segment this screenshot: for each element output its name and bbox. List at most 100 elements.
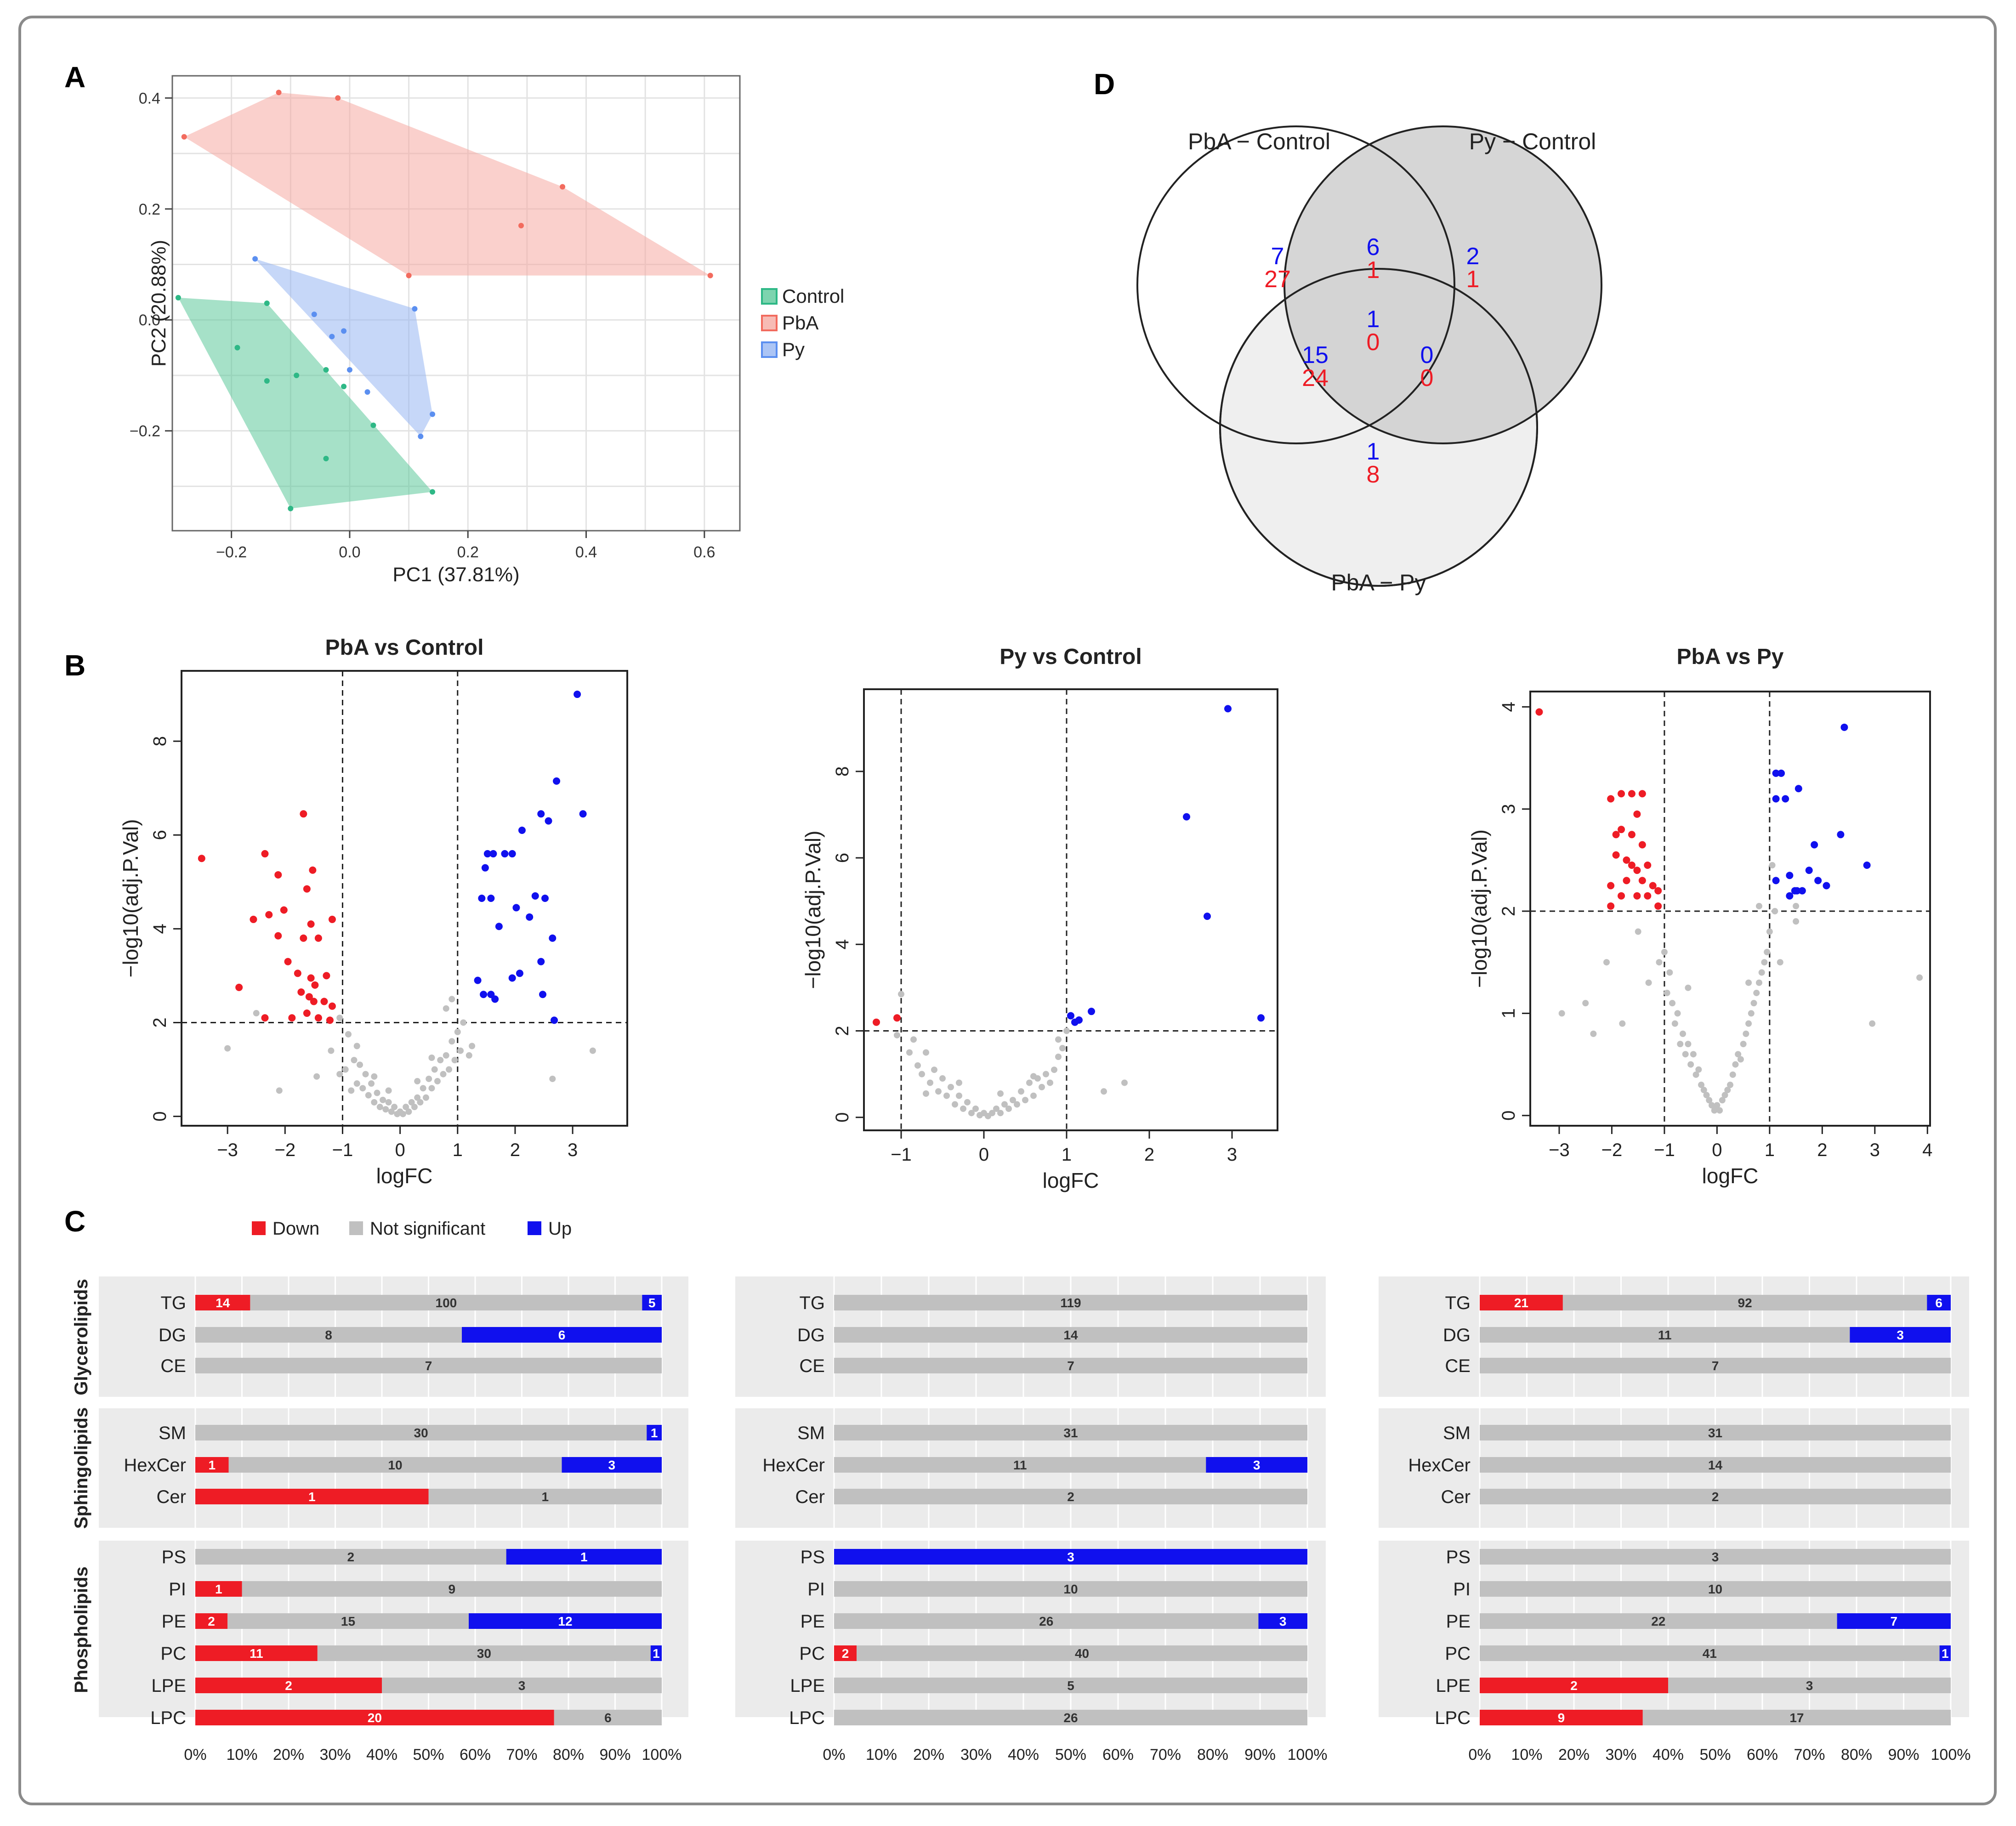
bar-segment-up [642,1295,662,1310]
volcano-point-not-significant [371,1099,378,1106]
bar-legend-label-up: Up [548,1219,572,1239]
volcano-point-down [1618,826,1625,834]
bar-segment-value: 3 [1712,1550,1719,1564]
volcano-point-not-significant [1737,1056,1744,1063]
volcano-point-up [1798,887,1806,895]
bar-segment-ns [1642,1710,1951,1725]
volcano-point-up [1863,862,1871,869]
bar-segment-ns [195,1549,506,1565]
volcano-point-not-significant [972,1105,979,1112]
bar-segment-up [1927,1295,1951,1310]
bar-row-label: PI [169,1579,186,1599]
volcano-point-down [235,983,243,991]
volcano-point-not-significant [353,1043,360,1049]
bar-segment-value: 2 [1570,1679,1578,1693]
volcano-xtick-label: 2 [510,1140,520,1160]
bar-segment-ns [227,1613,469,1629]
pca-xtick-label: −0.2 [216,544,247,561]
volcano-point-up [491,995,499,1003]
bar-segment-value: 15 [341,1614,355,1628]
volcano-point-not-significant [1022,1097,1028,1104]
volcano-ytick-label: 2 [832,1026,852,1036]
bar-row-label: LPC [789,1708,825,1728]
bar-segment-value: 12 [558,1614,572,1628]
volcano-point-up [495,923,503,930]
panel-label-a: A [64,61,85,94]
volcano-point-down [1607,902,1615,910]
volcano-point-not-significant [1661,949,1668,955]
bar-segment-value: 11 [1658,1328,1672,1342]
venn-region-up-count: 7 [1271,243,1284,270]
volcano-point-down [320,998,328,1005]
volcano-point-not-significant [956,1092,962,1099]
volcano-point-not-significant [1666,969,1673,976]
volcano-point-not-significant [1916,974,1923,981]
bar-row-label: SM [159,1423,186,1443]
volcano-point-not-significant [385,1087,392,1094]
pca-ytick-label: −0.2 [130,423,160,440]
volcano-plot-3: PbA vs Py −3 −2 −1 0 1 2 3 4 0 1 2 3 4 logFC −log10(adj… [1467,645,1932,1188]
bar-segment-down [195,1678,382,1693]
volcano-point-up [1805,867,1813,874]
volcano-point-not-significant [939,1075,946,1082]
volcano-point-not-significant [1793,918,1800,925]
pca-point-control [430,489,436,495]
volcano-point-not-significant [399,1111,406,1117]
bar-segment-value: 30 [414,1426,428,1440]
volcano-point-up [553,777,561,785]
pca-point-pba [518,222,524,228]
pca-x-axis-title: PC1 (37.81%) [392,563,519,586]
bar-chart-2: 0% 10% 20% 30% 40% 50% 60% 70% 80% 90% 100% TG 119 DG… [735,1276,1327,1764]
volcano-point-not-significant [368,1080,375,1087]
pca-ytick-label: 0.2 [139,201,160,218]
volcano-point-not-significant [403,1104,409,1111]
volcano-point-down [1535,708,1543,716]
bar-segment-down [834,1645,857,1661]
volcano-point-not-significant [1582,1000,1589,1007]
volcano-point-not-significant [1766,928,1773,935]
volcano-point-not-significant [466,1052,472,1059]
bar-segment-value: 1 [208,1458,216,1472]
bar-segment-up [1206,1457,1307,1473]
pca-xtick-label: 0.0 [339,544,360,561]
volcano-point-not-significant [1740,1041,1747,1048]
volcano-point-up [1257,1014,1265,1022]
pca-point-control [288,505,294,511]
venn-label-pba-py: PbA − Py [1331,570,1426,595]
volcano-xtick-label: 0 [1712,1140,1722,1160]
volcano-xtick-label: −2 [274,1140,295,1160]
volcano-point-not-significant [1724,1087,1731,1094]
bar-segment-value: 6 [604,1711,612,1725]
volcano-point-not-significant [1043,1071,1049,1077]
volcano-point-not-significant [923,1049,929,1056]
bar-xtick-label: 70% [506,1746,537,1764]
bar-segment-up [506,1549,662,1565]
volcano-point-up [483,850,491,858]
pca-ytick-label: 0.0 [139,312,160,329]
volcano-point-not-significant [1055,1036,1062,1043]
bar-segment-ns [834,1489,1307,1504]
volcano-point-not-significant [434,1078,441,1085]
volcano-point-not-significant [960,1105,966,1112]
volcano-point-not-significant [1590,1030,1597,1037]
bar-segment-value: 7 [1891,1614,1898,1628]
pca-point-control [323,367,329,373]
volcano-point-not-significant [376,1104,383,1111]
volcano-point-not-significant [313,1073,320,1080]
bar-chart-1: 0% 10% 20% 30% 40% 50% 60% 70% 80% 90% 100% TG 14 100… [99,1276,688,1764]
bar-segment-value: 10 [1063,1582,1078,1596]
bar-segment-ns [195,1358,662,1373]
volcano-point-not-significant [385,1099,392,1106]
bar-segment-ns [834,1581,1307,1597]
bar-segment-ns [382,1678,662,1693]
bar-xtick-label: 40% [1008,1746,1039,1764]
bar-segment-value: 3 [608,1458,615,1472]
bar-segment-value: 11 [1013,1458,1027,1472]
volcano-point-down [1628,790,1636,798]
bar-segment-ns [195,1425,647,1440]
volcano-point-down [305,993,313,1001]
volcano-point-not-significant [549,1075,556,1082]
volcano-point-up [541,895,549,902]
volcano-point-not-significant [1729,1071,1736,1078]
bar-xtick-label: 60% [460,1746,491,1764]
